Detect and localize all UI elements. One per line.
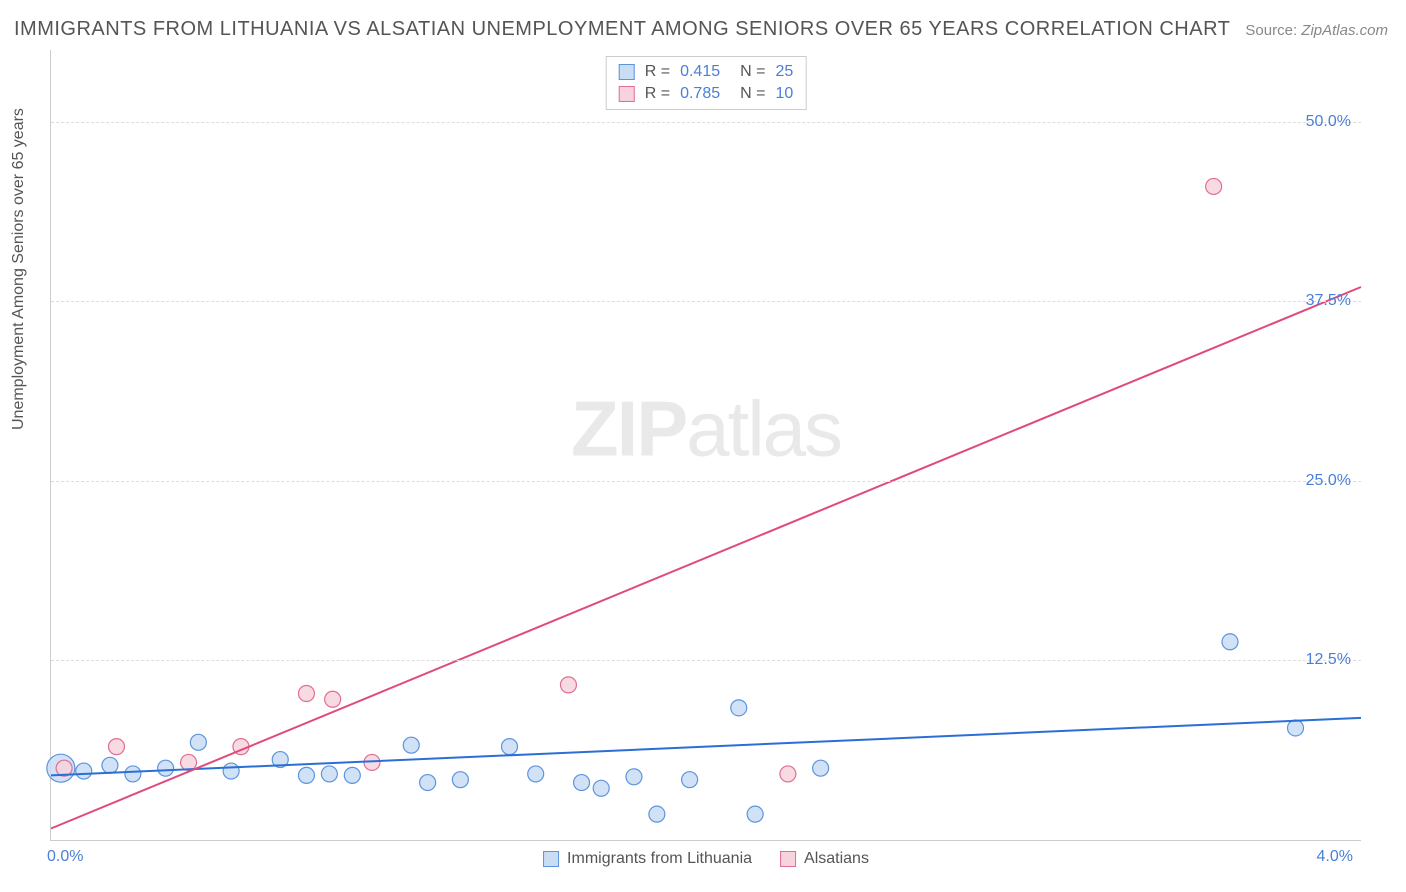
legend-bottom-item: Immigrants from Lithuania [543, 850, 752, 868]
y-tick-label: 37.5% [1306, 292, 1351, 310]
x-tick-label: 0.0% [47, 848, 83, 866]
legend-r-value: 0.415 [680, 63, 720, 81]
legend-r-label: R = [645, 85, 670, 103]
legend-label: Alsatians [804, 850, 869, 868]
chart-container: IMMIGRANTS FROM LITHUANIA VS ALSATIAN UN… [0, 0, 1406, 892]
y-axis-label: Unemployment Among Seniors over 65 years [10, 108, 28, 430]
y-tick-label: 50.0% [1306, 113, 1351, 131]
legend-swatch [543, 851, 559, 867]
data-point [649, 806, 665, 822]
data-point [102, 757, 118, 773]
legend-top: R = 0.415 N = 25 R = 0.785 N = 10 [606, 56, 807, 110]
legend-swatch [619, 86, 635, 102]
data-point [574, 775, 590, 791]
legend-bottom-item: Alsatians [780, 850, 869, 868]
x-tick-label: 4.0% [1317, 848, 1353, 866]
data-point [528, 766, 544, 782]
legend-top-row: R = 0.415 N = 25 [607, 61, 806, 83]
legend-n-value: 25 [775, 63, 793, 81]
data-point [682, 772, 698, 788]
source-attribution: Source: ZipAtlas.com [1245, 22, 1388, 39]
data-point [403, 737, 419, 753]
data-point [420, 775, 436, 791]
data-point [780, 766, 796, 782]
data-point [190, 734, 206, 750]
data-point [76, 763, 92, 779]
data-point [109, 739, 125, 755]
data-point [298, 767, 314, 783]
data-point [747, 806, 763, 822]
data-point [452, 772, 468, 788]
data-point [158, 760, 174, 776]
legend-n-value: 10 [775, 85, 793, 103]
gridline [51, 660, 1361, 661]
data-point [813, 760, 829, 776]
data-point [731, 700, 747, 716]
legend-swatch [780, 851, 796, 867]
data-point [325, 691, 341, 707]
data-point [125, 766, 141, 782]
y-tick-label: 12.5% [1306, 651, 1351, 669]
data-point [344, 767, 360, 783]
source-label: Source: [1245, 22, 1297, 39]
source-value: ZipAtlas.com [1301, 22, 1388, 39]
legend-r-label: R = [645, 63, 670, 81]
data-point [321, 766, 337, 782]
data-point [1288, 720, 1304, 736]
data-point [560, 677, 576, 693]
gridline [51, 122, 1361, 123]
gridline [51, 301, 1361, 302]
gridline [51, 481, 1361, 482]
data-point [593, 780, 609, 796]
data-point [502, 739, 518, 755]
legend-n-label: N = [740, 85, 765, 103]
legend-label: Immigrants from Lithuania [567, 850, 752, 868]
chart-svg [51, 50, 1361, 840]
plot-area: ZIPatlas R =0.415N =25R =0.785N =10 Immi… [50, 50, 1361, 841]
y-tick-label: 25.0% [1306, 472, 1351, 490]
legend-n-label: N = [740, 63, 765, 81]
data-point [223, 763, 239, 779]
data-point [298, 685, 314, 701]
data-point [1222, 634, 1238, 650]
data-point [1206, 178, 1222, 194]
data-point [181, 754, 197, 770]
legend-top-row: R = 0.785 N = 10 [607, 83, 806, 105]
legend-swatch [619, 64, 635, 80]
data-point [626, 769, 642, 785]
chart-title: IMMIGRANTS FROM LITHUANIA VS ALSATIAN UN… [14, 18, 1230, 41]
legend-r-value: 0.785 [680, 85, 720, 103]
legend-bottom: Immigrants from Lithuania Alsatians [543, 850, 869, 868]
